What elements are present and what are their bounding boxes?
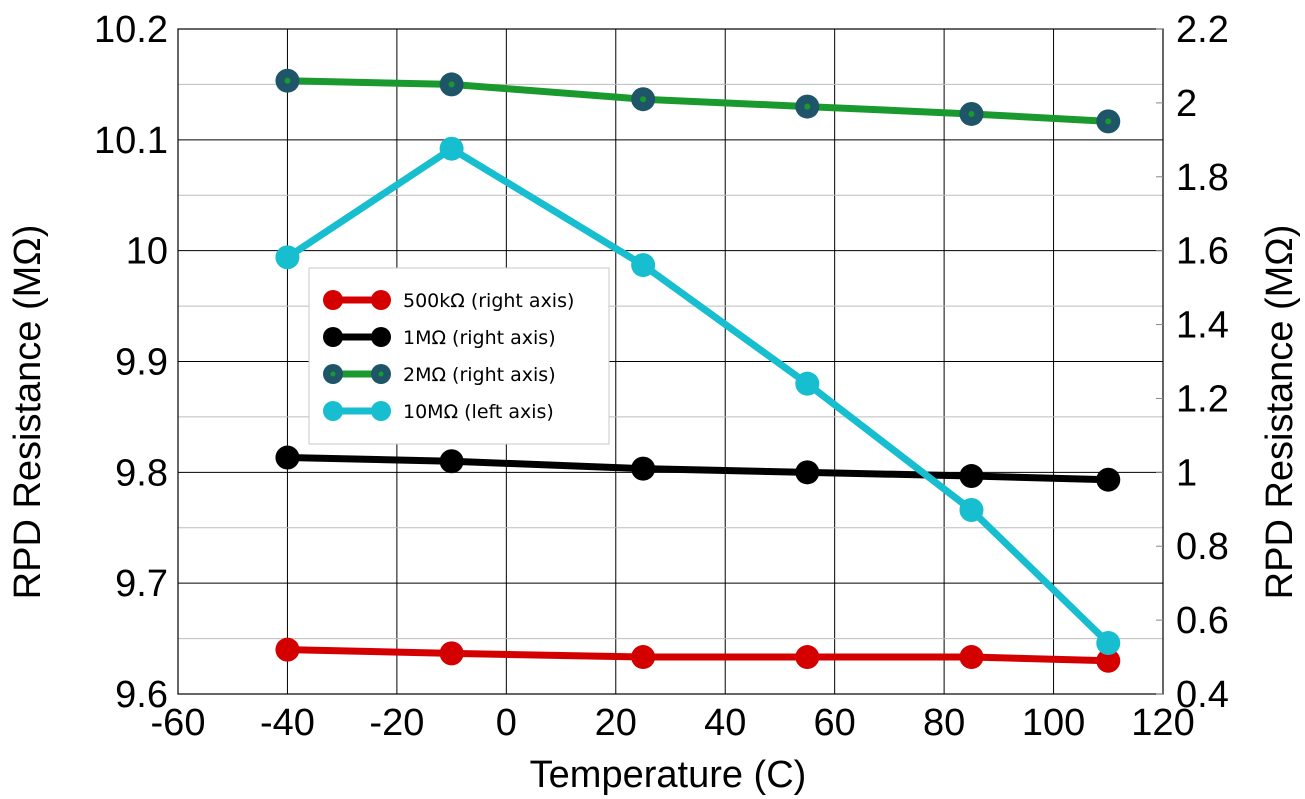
x-tick-label: 80 <box>923 702 965 744</box>
y-right-tick-label: 1.4 <box>1176 305 1229 347</box>
y-left-tick-label: 10.1 <box>94 120 168 162</box>
y-left-tick-label: 9.7 <box>115 563 168 605</box>
data-point <box>439 136 464 161</box>
series-line <box>283 454 1112 484</box>
data-point <box>439 449 464 474</box>
y-right-tick-label: 1.2 <box>1176 378 1229 420</box>
legend-swatch-marker <box>323 290 343 310</box>
data-point <box>1096 631 1121 656</box>
data-point <box>959 645 984 670</box>
data-point <box>439 641 464 666</box>
series-1 <box>275 637 1121 673</box>
legend-swatch-marker <box>323 401 343 421</box>
series-4 <box>275 136 1121 656</box>
series-3 <box>275 68 1121 134</box>
legend-swatch-marker <box>323 327 343 347</box>
data-point <box>959 498 984 523</box>
data-point <box>1096 467 1121 492</box>
legend-swatch-marker <box>371 327 391 347</box>
legend-label: 500kΩ (right axis) <box>403 290 574 312</box>
legend-entry: 500kΩ (right axis) <box>323 290 574 312</box>
y-left-tick-label: 9.6 <box>115 674 168 716</box>
y-left-tick-label: 10.2 <box>94 9 168 51</box>
legend-swatch-marker <box>371 401 391 421</box>
x-axis-tick-labels: -60 -40 -20 0 20 40 60 80 100 120 <box>151 702 1195 744</box>
data-point <box>631 253 656 278</box>
x-tick-label: 40 <box>704 702 746 744</box>
legend-entry: 10MΩ (left axis) <box>323 401 554 423</box>
y-left-tick-label: 9.8 <box>115 452 168 494</box>
series-line <box>283 145 1112 647</box>
legend-swatch-marker-center <box>378 371 384 377</box>
data-point <box>275 245 300 270</box>
series-line <box>283 646 1112 665</box>
right-axis-title: RPD Resistance (MΩ) <box>1259 225 1301 600</box>
data-point <box>959 464 984 489</box>
y-right-tick-label: 1 <box>1176 452 1197 494</box>
data-point-center <box>804 103 811 110</box>
y-right-tick-label: 0.4 <box>1176 674 1229 716</box>
x-tick-label: -40 <box>260 702 315 744</box>
y-right-tick-label: 1.6 <box>1176 231 1229 273</box>
data-point <box>795 645 820 670</box>
data-point-center <box>640 96 647 103</box>
x-tick-label: 0 <box>496 702 517 744</box>
y-right-tick-label: 0.8 <box>1176 526 1229 568</box>
data-point-center <box>284 77 291 84</box>
legend-label: 1MΩ (right axis) <box>403 327 556 349</box>
data-point <box>275 445 300 470</box>
x-tick-label: 100 <box>1022 702 1085 744</box>
legend: 500kΩ (right axis) 1MΩ (right axis) 2MΩ (r… <box>308 267 610 445</box>
series-layer <box>275 68 1121 673</box>
data-point-center <box>448 81 455 88</box>
data-point <box>1096 648 1121 673</box>
y-right-tick-label: 1.8 <box>1176 157 1229 199</box>
y-right-tick-label: 0.6 <box>1176 600 1229 642</box>
series-2 <box>275 445 1121 492</box>
x-tick-label: 120 <box>1131 702 1194 744</box>
data-point <box>795 460 820 485</box>
left-axis-tick-labels: 9.6 9.7 9.8 9.9 10 10.1 10.2 <box>94 9 168 716</box>
legend-entry: 1MΩ (right axis) <box>323 327 556 349</box>
data-point <box>275 637 300 662</box>
y-right-tick-label: 2.2 <box>1176 9 1229 51</box>
x-tick-label: -20 <box>369 702 424 744</box>
x-tick-label: 60 <box>814 702 856 744</box>
legend-swatch-marker <box>371 290 391 310</box>
plot-frame <box>177 28 1164 695</box>
legend-label: 2MΩ (right axis) <box>403 364 556 386</box>
x-axis-title: Temperature (C) <box>530 754 807 796</box>
data-point-center <box>1105 118 1112 125</box>
right-axis-tick-labels: 0.4 0.6 0.8 1 1.2 1.4 1.6 1.8 2 2.2 <box>1176 9 1229 716</box>
y-left-tick-label: 10 <box>126 231 168 273</box>
data-point <box>631 645 656 670</box>
legend-label: 10MΩ (left axis) <box>403 401 554 423</box>
y-right-tick-label: 2 <box>1176 83 1197 125</box>
x-tick-label: 20 <box>595 702 637 744</box>
data-point-center <box>968 110 975 117</box>
right-axis-minor-ticks <box>1156 28 1163 695</box>
left-axis-title: RPD Resistance (MΩ) <box>7 225 49 600</box>
series-line <box>283 77 1112 125</box>
y-left-tick-label: 9.9 <box>115 342 168 384</box>
x-tick-label: -60 <box>151 702 206 744</box>
legend-swatch-marker-center <box>330 371 336 377</box>
data-point <box>631 456 656 481</box>
data-point <box>795 371 820 396</box>
legend-entry: 2MΩ (right axis) <box>323 364 556 386</box>
